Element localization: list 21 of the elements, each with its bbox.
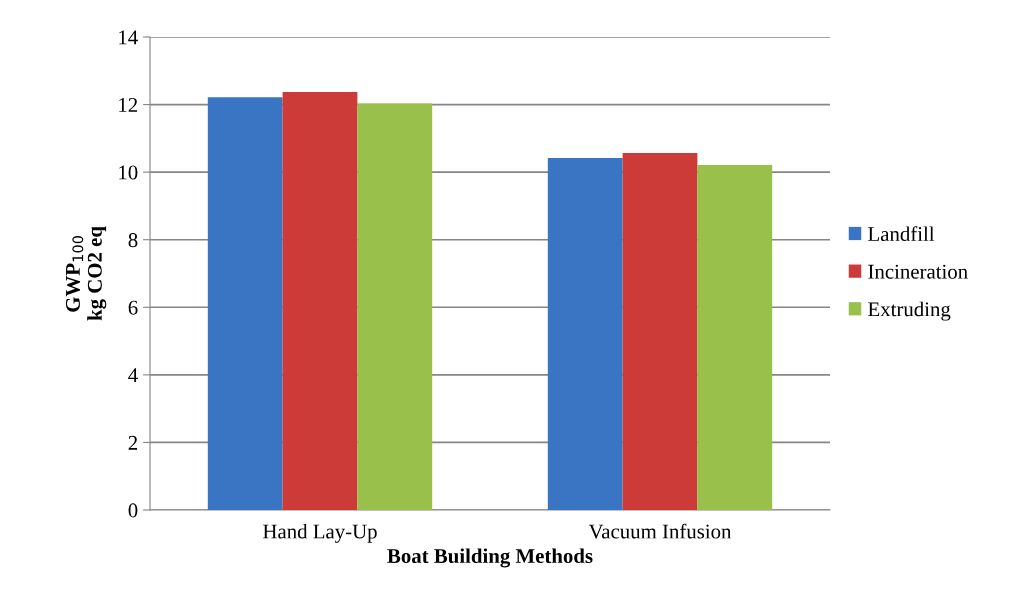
bar — [207, 97, 283, 510]
y-tick-label: 10 — [119, 165, 138, 180]
x-tick-label: Vacuum Infusion — [588, 523, 732, 539]
x-tick-label: Hand Lay-Up — [263, 523, 377, 543]
y-tick-label: 0 — [128, 503, 138, 518]
legend-label: Extruding — [868, 301, 951, 321]
bar — [622, 152, 698, 510]
y-tick-label: 12 — [119, 98, 138, 112]
x-axis-title: Boat Building Methods — [387, 548, 593, 568]
bar — [357, 103, 433, 510]
bar — [282, 92, 358, 510]
y-tick-label: 4 — [128, 368, 138, 383]
legend-label: Landfill — [868, 226, 935, 242]
y-tick-label: 8 — [128, 233, 138, 248]
y-tick-label: 6 — [128, 300, 138, 315]
bar — [547, 157, 623, 510]
y-axis-title: GWP$_{100}$ kg CO2 eq — [65, 226, 107, 321]
y-tick-label: 14 — [119, 30, 138, 45]
bar — [697, 165, 773, 510]
y-tick-label: 2 — [128, 435, 138, 450]
legend-label: Incineration — [868, 264, 968, 279]
